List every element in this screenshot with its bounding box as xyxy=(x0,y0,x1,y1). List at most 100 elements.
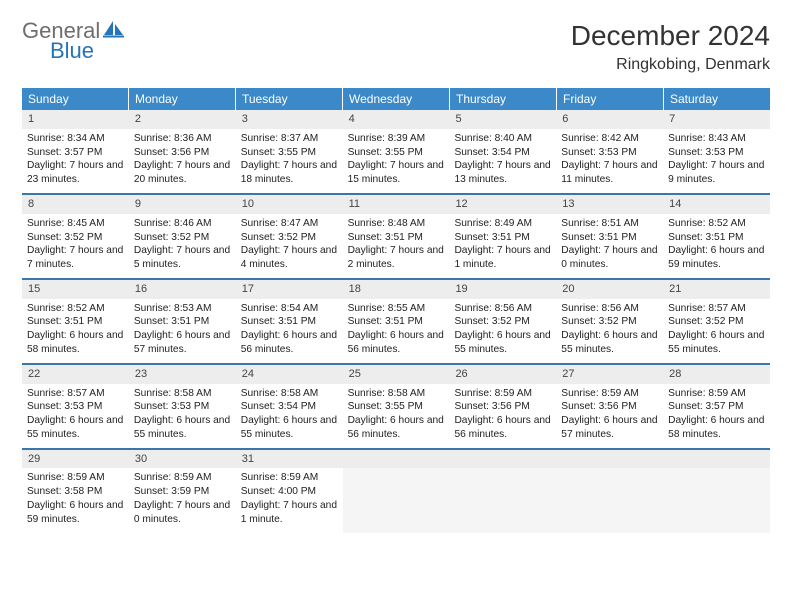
day-number: 16 xyxy=(129,280,236,299)
daylight-text: Daylight: 7 hours and 11 minutes. xyxy=(561,159,658,187)
daylight-text: Daylight: 6 hours and 55 minutes. xyxy=(134,414,231,442)
day-number: 19 xyxy=(449,280,556,299)
sunrise-text: Sunrise: 8:59 AM xyxy=(134,471,231,485)
sunrise-text: Sunrise: 8:45 AM xyxy=(27,217,124,231)
sunrise-text: Sunrise: 8:36 AM xyxy=(134,132,231,146)
header: General Blue December 2024 Ringkobing, D… xyxy=(22,20,770,74)
dow-cell: Sunday xyxy=(22,88,129,110)
empty-day-number xyxy=(449,450,556,469)
day-number: 27 xyxy=(556,365,663,384)
daylight-text: Daylight: 6 hours and 57 minutes. xyxy=(561,414,658,442)
week-row: 8Sunrise: 8:45 AMSunset: 3:52 PMDaylight… xyxy=(22,195,770,280)
sunrise-text: Sunrise: 8:40 AM xyxy=(454,132,551,146)
sunset-text: Sunset: 3:51 PM xyxy=(241,315,338,329)
daylight-text: Daylight: 7 hours and 23 minutes. xyxy=(27,159,124,187)
sunrise-text: Sunrise: 8:39 AM xyxy=(348,132,445,146)
daylight-text: Daylight: 6 hours and 56 minutes. xyxy=(241,329,338,357)
day-cell: 24Sunrise: 8:58 AMSunset: 3:54 PMDayligh… xyxy=(236,365,343,448)
dow-cell: Tuesday xyxy=(236,88,343,110)
day-cell: 11 Sunrise: 8:48 AMSunset: 3:51 PMDayligh… xyxy=(343,195,450,278)
sunrise-text: Sunrise: 8:53 AM xyxy=(134,302,231,316)
day-cell: 15Sunrise: 8:52 AMSunset: 3:51 PMDayligh… xyxy=(22,280,129,363)
day-cell: 27Sunrise: 8:59 AMSunset: 3:56 PMDayligh… xyxy=(556,365,663,448)
daylight-text: Daylight: 7 hours and 5 minutes. xyxy=(134,244,231,272)
sunset-text: Sunset: 3:51 PM xyxy=(454,231,551,245)
sunrise-text: Sunrise: 8:57 AM xyxy=(668,302,765,316)
day-number: 12 xyxy=(449,195,556,214)
day-cell: 1Sunrise: 8:34 AMSunset: 3:57 PMDaylight… xyxy=(22,110,129,193)
sunrise-text: Sunrise: 8:34 AM xyxy=(27,132,124,146)
sunrise-text: Sunrise: 8:52 AM xyxy=(27,302,124,316)
sunrise-text: Sunrise: 8:48 AM xyxy=(348,217,445,231)
day-cell: 20Sunrise: 8:56 AMSunset: 3:52 PMDayligh… xyxy=(556,280,663,363)
day-number: 14 xyxy=(663,195,770,214)
weeks-container: 1Sunrise: 8:34 AMSunset: 3:57 PMDaylight… xyxy=(22,110,770,533)
sunset-text: Sunset: 3:55 PM xyxy=(241,146,338,160)
day-number: 10 xyxy=(236,195,343,214)
daylight-text: Daylight: 6 hours and 55 minutes. xyxy=(668,329,765,357)
daylight-text: Daylight: 7 hours and 0 minutes. xyxy=(134,499,231,527)
day-number: 13 xyxy=(556,195,663,214)
sunrise-text: Sunrise: 8:59 AM xyxy=(668,387,765,401)
week-row: 1Sunrise: 8:34 AMSunset: 3:57 PMDaylight… xyxy=(22,110,770,195)
daylight-text: Daylight: 7 hours and 13 minutes. xyxy=(454,159,551,187)
dow-cell: Friday xyxy=(557,88,664,110)
day-number: 2 xyxy=(129,110,236,129)
sunset-text: Sunset: 3:54 PM xyxy=(241,400,338,414)
empty-cell xyxy=(449,450,556,533)
day-number: 7 xyxy=(663,110,770,129)
day-number: 15 xyxy=(22,280,129,299)
day-number: 22 xyxy=(22,365,129,384)
daylight-text: Daylight: 7 hours and 2 minutes. xyxy=(348,244,445,272)
month-title: December 2024 xyxy=(571,20,770,52)
day-number: 11 xyxy=(343,195,450,214)
day-number: 4 xyxy=(343,110,450,129)
sunrise-text: Sunrise: 8:49 AM xyxy=(454,217,551,231)
day-cell: 19Sunrise: 8:56 AMSunset: 3:52 PMDayligh… xyxy=(449,280,556,363)
sunset-text: Sunset: 3:52 PM xyxy=(134,231,231,245)
sunrise-text: Sunrise: 8:58 AM xyxy=(134,387,231,401)
sunset-text: Sunset: 3:51 PM xyxy=(134,315,231,329)
day-cell: 22Sunrise: 8:57 AMSunset: 3:53 PMDayligh… xyxy=(22,365,129,448)
sunset-text: Sunset: 3:52 PM xyxy=(561,315,658,329)
week-row: 22Sunrise: 8:57 AMSunset: 3:53 PMDayligh… xyxy=(22,365,770,450)
sunrise-text: Sunrise: 8:59 AM xyxy=(27,471,124,485)
sunrise-text: Sunrise: 8:46 AM xyxy=(134,217,231,231)
day-number: 24 xyxy=(236,365,343,384)
sunset-text: Sunset: 3:51 PM xyxy=(27,315,124,329)
sunset-text: Sunset: 3:51 PM xyxy=(348,315,445,329)
sunrise-text: Sunrise: 8:47 AM xyxy=(241,217,338,231)
sunrise-text: Sunrise: 8:42 AM xyxy=(561,132,658,146)
day-number: 18 xyxy=(343,280,450,299)
daylight-text: Daylight: 6 hours and 59 minutes. xyxy=(668,244,765,272)
day-cell: 25Sunrise: 8:58 AMSunset: 3:55 PMDayligh… xyxy=(343,365,450,448)
sunrise-text: Sunrise: 8:58 AM xyxy=(348,387,445,401)
logo: General Blue xyxy=(22,20,125,62)
day-cell: 17Sunrise: 8:54 AMSunset: 3:51 PMDayligh… xyxy=(236,280,343,363)
location-label: Ringkobing, Denmark xyxy=(571,56,770,74)
sunset-text: Sunset: 3:53 PM xyxy=(561,146,658,160)
sunset-text: Sunset: 3:51 PM xyxy=(668,231,765,245)
day-number: 25 xyxy=(343,365,450,384)
sunset-text: Sunset: 3:51 PM xyxy=(348,231,445,245)
daylight-text: Daylight: 7 hours and 7 minutes. xyxy=(27,244,124,272)
day-number: 26 xyxy=(449,365,556,384)
dow-cell: Thursday xyxy=(450,88,557,110)
daylight-text: Daylight: 7 hours and 9 minutes. xyxy=(668,159,765,187)
sunset-text: Sunset: 3:56 PM xyxy=(454,400,551,414)
day-number: 5 xyxy=(449,110,556,129)
daylight-text: Daylight: 6 hours and 55 minutes. xyxy=(241,414,338,442)
day-cell: 28Sunrise: 8:59 AMSunset: 3:57 PMDayligh… xyxy=(663,365,770,448)
sunset-text: Sunset: 3:52 PM xyxy=(454,315,551,329)
day-cell: 13Sunrise: 8:51 AMSunset: 3:51 PMDayligh… xyxy=(556,195,663,278)
day-number: 1 xyxy=(22,110,129,129)
logo-text-blue: Blue xyxy=(50,40,94,62)
empty-cell xyxy=(663,450,770,533)
daylight-text: Daylight: 6 hours and 55 minutes. xyxy=(561,329,658,357)
day-number: 9 xyxy=(129,195,236,214)
daylight-text: Daylight: 7 hours and 20 minutes. xyxy=(134,159,231,187)
sunrise-text: Sunrise: 8:55 AM xyxy=(348,302,445,316)
day-cell: 16Sunrise: 8:53 AMSunset: 3:51 PMDayligh… xyxy=(129,280,236,363)
day-number: 20 xyxy=(556,280,663,299)
day-cell: 29Sunrise: 8:59 AMSunset: 3:58 PMDayligh… xyxy=(22,450,129,533)
